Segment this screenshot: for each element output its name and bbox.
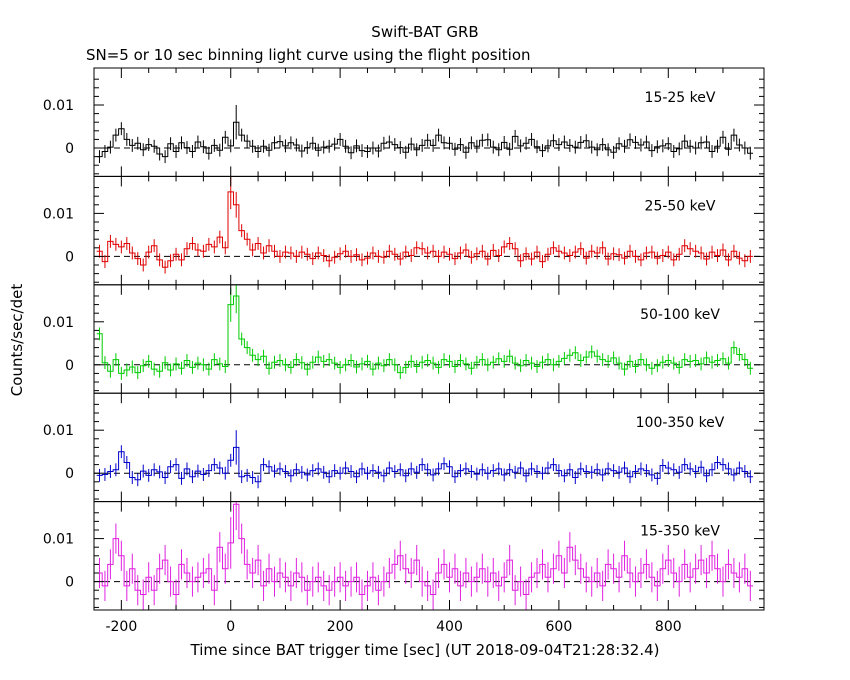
panel-frame — [93, 67, 765, 177]
x-tick-label: 200 — [327, 619, 354, 635]
chart-subtitle: SN=5 or 10 sec binning light curve using… — [86, 46, 531, 64]
series-line — [96, 191, 754, 268]
y-tick-label: 0.01 — [43, 98, 74, 114]
panel-label: 15-350 keV — [640, 524, 720, 540]
panel-label: 50-100 keV — [640, 307, 720, 323]
y-axis-label: Counts/sec/det — [8, 284, 26, 397]
panel-label: 100-350 keV — [636, 415, 725, 431]
panel-0: 0 0.01 15-25 keV — [43, 67, 765, 177]
panel-2: 0 0.01 50-100 keV — [43, 284, 765, 394]
panel-frame — [93, 501, 765, 611]
x-tick-label: 800 — [655, 619, 682, 635]
x-tick-label: -200 — [105, 619, 137, 635]
panels-group: 0 0.01 15-25 keV 0 0.01 25-50 keV 0 0.01 50-100 … — [43, 67, 765, 635]
panel-label: 25-50 keV — [645, 198, 716, 214]
panel-label: 15-25 keV — [645, 90, 716, 106]
series-line — [96, 121, 754, 158]
chart-title: Swift-BAT GRB — [371, 23, 478, 41]
series-line — [96, 446, 754, 483]
panel-3: 0 0.01 100-350 keV — [43, 392, 765, 503]
y-tick-label: 0.01 — [43, 423, 74, 439]
series-line — [96, 295, 754, 374]
y-tick-label: 0.01 — [43, 315, 74, 331]
y-tick-label: 0 — [65, 141, 74, 157]
x-tick-label: 0 — [226, 619, 235, 635]
panel-frame — [93, 284, 765, 394]
y-tick-label: 0 — [65, 575, 74, 591]
panel-1: 0 0.01 25-50 keV — [43, 175, 765, 286]
x-tick-label: 400 — [436, 619, 463, 635]
y-tick-label: 0.01 — [43, 532, 74, 548]
series-line — [96, 503, 754, 595]
x-tick-label: 600 — [546, 619, 573, 635]
y-tick-label: 0 — [65, 466, 74, 482]
x-axis-label: Time since BAT trigger time [sec] (UT 20… — [190, 641, 660, 659]
y-tick-label: 0.01 — [43, 206, 74, 222]
y-tick-label: 0 — [65, 358, 74, 374]
y-tick-label: 0 — [65, 249, 74, 265]
panel-frame — [93, 175, 765, 286]
panel-frame — [93, 392, 765, 503]
panel-4: 0 0.01 15-350 keV — [43, 501, 765, 611]
